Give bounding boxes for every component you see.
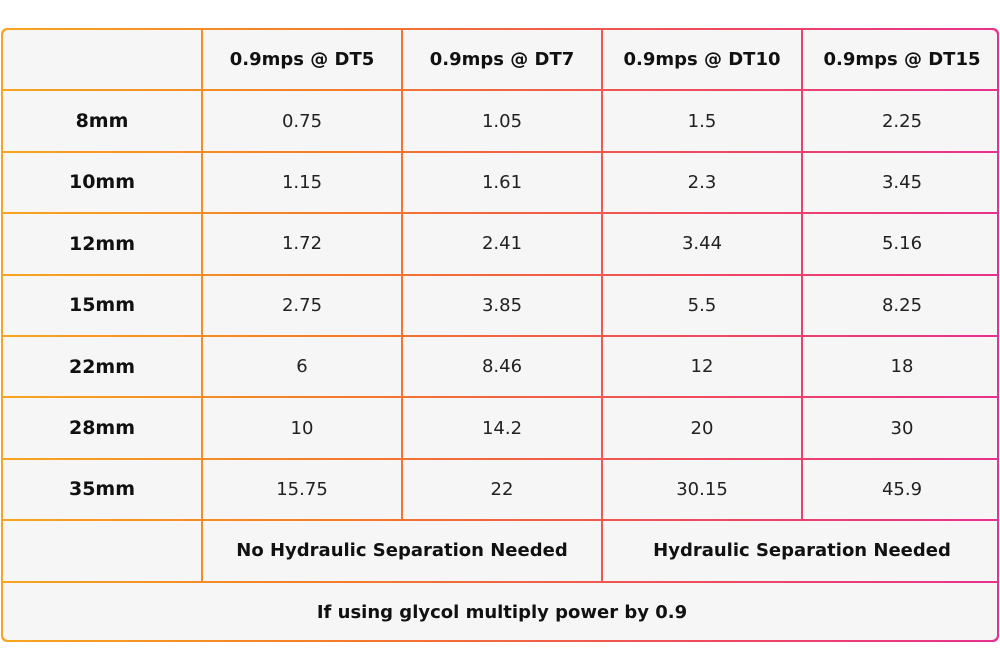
row-header-28mm: 28mm xyxy=(3,398,201,458)
table-cell: 20 xyxy=(603,398,801,458)
table-cell: 15.75 xyxy=(203,459,401,520)
table-cell: 3.45 xyxy=(803,152,997,213)
table-cell: 3.44 xyxy=(603,214,801,274)
row-header-8mm: 8mm xyxy=(3,91,201,151)
table-cell: 6 xyxy=(203,336,401,397)
table-cell: 1.15 xyxy=(203,152,401,213)
table-cell: 2.41 xyxy=(403,214,601,274)
table-cell: 10 xyxy=(203,398,401,458)
table-cell: 14.2 xyxy=(403,398,601,458)
row-header-35mm: 35mm xyxy=(3,459,201,520)
separation-row-blank xyxy=(3,521,201,581)
table-cell: 0.75 xyxy=(203,91,401,151)
header-cell-dt7: 0.9mps @ DT7 xyxy=(403,30,601,90)
table-cell: 3.85 xyxy=(403,275,601,335)
table-cell: 1.5 xyxy=(603,91,801,151)
table-cell: 18 xyxy=(803,336,997,397)
table-cell: 8.25 xyxy=(803,275,997,335)
row-header-15mm: 15mm xyxy=(3,275,201,335)
hydraulic-separation-note: Hydraulic Separation Needed xyxy=(603,521,997,581)
table-cell: 2.25 xyxy=(803,91,997,151)
table-cell: 2.3 xyxy=(603,152,801,213)
table-cell: 12 xyxy=(603,336,801,397)
table-cell: 8.46 xyxy=(403,336,601,397)
header-cell-dt10: 0.9mps @ DT10 xyxy=(603,30,801,90)
header-cell-dt15: 0.9mps @ DT15 xyxy=(803,30,997,90)
table-cell: 45.9 xyxy=(803,459,997,520)
power-table: 0.9mps @ DT5 0.9mps @ DT7 0.9mps @ DT10 … xyxy=(3,30,997,640)
glycol-footer-note: If using glycol multiply power by 0.9 xyxy=(3,582,997,640)
table-cell: 2.75 xyxy=(203,275,401,335)
table-cell: 30 xyxy=(803,398,997,458)
no-hydraulic-separation-note: No Hydraulic Separation Needed xyxy=(203,521,601,581)
table-cell: 30.15 xyxy=(603,459,801,520)
table-cell: 5.16 xyxy=(803,214,997,274)
table-cell: 1.72 xyxy=(203,214,401,274)
row-header-12mm: 12mm xyxy=(3,214,201,274)
table-cell: 1.05 xyxy=(403,91,601,151)
header-cell-dt5: 0.9mps @ DT5 xyxy=(203,30,401,90)
table-cell: 22 xyxy=(403,459,601,520)
row-header-10mm: 10mm xyxy=(3,152,201,213)
header-cell-corner xyxy=(3,30,201,90)
table-frame: 0.9mps @ DT5 0.9mps @ DT7 0.9mps @ DT10 … xyxy=(1,28,999,642)
table-cell: 1.61 xyxy=(403,152,601,213)
row-header-22mm: 22mm xyxy=(3,336,201,397)
table-cell: 5.5 xyxy=(603,275,801,335)
